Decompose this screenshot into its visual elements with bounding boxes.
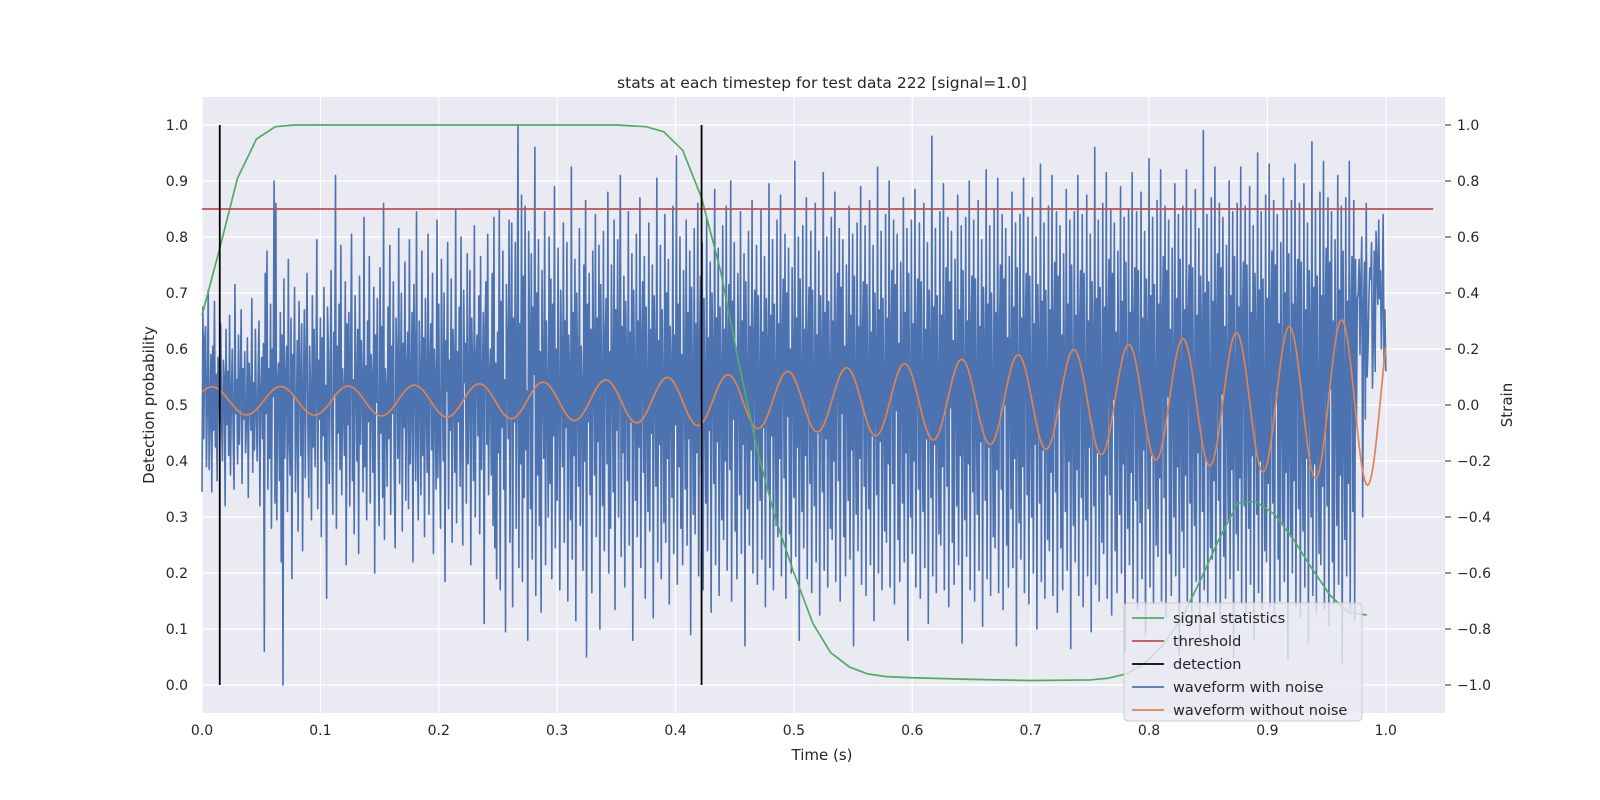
y-left-tick-label: 0.4 — [166, 454, 188, 470]
legend-label-detection: detection — [1173, 657, 1241, 673]
chart-title: stats at each timestep for test data 222… — [617, 74, 1027, 92]
legend-box — [1123, 602, 1363, 722]
y-right-tick-labels: −1.0 −0.8 −0.6 −0.4 −0.2 0.0 0.2 0.4 0.6 0.8 1.0 — [1445, 118, 1491, 694]
x-tick-label: 0.5 — [783, 723, 805, 739]
y-left-tick-label: 0.6 — [166, 342, 188, 358]
y-right-tick-label: 0.2 — [1457, 342, 1479, 358]
legend: signal statistics threshold detection wa… — [1123, 602, 1363, 722]
y-left-tick-label: 0.7 — [166, 286, 188, 302]
x-tick-label: 0.6 — [901, 723, 923, 739]
y-left-tick-label: 0.3 — [166, 510, 188, 526]
x-tick-label: 0.0 — [191, 723, 213, 739]
series-signal-statistics — [201, 124, 1367, 682]
legend-label-threshold: threshold — [1173, 634, 1241, 650]
series-waveform-without-noise — [201, 319, 1387, 487]
y-left-tick-label: 0.9 — [166, 174, 188, 190]
y-left-tick-label: 0.8 — [166, 230, 188, 246]
legend-label-signal-statistics: signal statistics — [1173, 611, 1285, 627]
x-tick-label: 1.0 — [1375, 723, 1397, 739]
y-right-tick-label: 0.8 — [1457, 174, 1479, 190]
x-tick-label: 0.4 — [664, 723, 686, 739]
y-right-tick-label: 0.4 — [1457, 286, 1479, 302]
x-tick-label: 0.7 — [1020, 723, 1042, 739]
y-right-tick-label: 0.0 — [1457, 398, 1479, 414]
y-left-tick-label: 0.1 — [166, 622, 188, 638]
y-left-tick-label: 1.0 — [166, 118, 188, 134]
x-tick-label: 0.8 — [1138, 723, 1160, 739]
y-right-tick-label: 0.6 — [1457, 230, 1479, 246]
x-tick-label: 0.3 — [546, 723, 568, 739]
y-right-axis-title: Strain — [1498, 383, 1516, 427]
y-right-tick-label: −0.2 — [1457, 454, 1491, 470]
x-axis-title: Time (s) — [791, 746, 853, 764]
y-left-tick-label: 0.5 — [166, 398, 188, 414]
y-left-axis-title: Detection probability — [140, 326, 158, 484]
legend-label-waveform-without-noise: waveform without noise — [1173, 703, 1347, 719]
y-right-tick-label: −1.0 — [1457, 678, 1491, 694]
x-tick-label: 0.1 — [309, 723, 331, 739]
x-tick-labels: 0.0 0.1 0.2 0.3 0.4 0.5 0.6 0.7 0.8 0.9 1.0 — [191, 723, 1397, 739]
x-tick-label: 0.9 — [1256, 723, 1278, 739]
y-left-tick-label: 0.0 — [166, 678, 188, 694]
plot-series — [201, 124, 1434, 686]
y-right-tick-label: −0.8 — [1457, 622, 1491, 638]
y-left-tick-label: 0.2 — [166, 566, 188, 582]
y-right-tick-label: 1.0 — [1457, 118, 1479, 134]
legend-label-waveform-with-noise: waveform with noise — [1173, 680, 1324, 696]
y-right-tick-label: −0.6 — [1457, 566, 1491, 582]
y-right-tick-label: −0.4 — [1457, 510, 1491, 526]
x-tick-label: 0.2 — [428, 723, 450, 739]
y-left-tick-labels: 0.0 0.1 0.2 0.3 0.4 0.5 0.6 0.7 0.8 0.9 1.0 — [166, 118, 188, 694]
